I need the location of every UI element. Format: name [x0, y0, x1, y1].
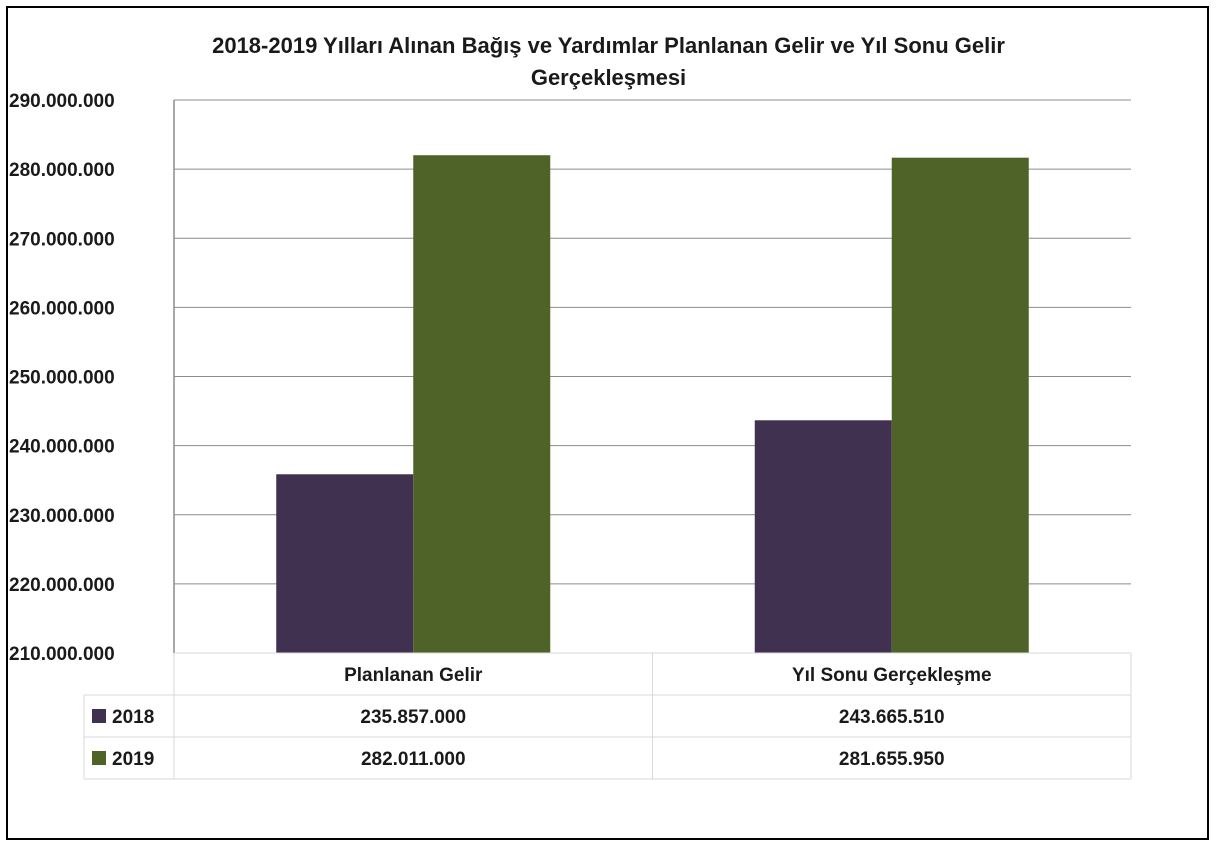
bar-2018-1 [276, 474, 414, 653]
y-tick-label: 220.000.000 [9, 575, 115, 596]
y-tick-label: 230.000.000 [9, 506, 115, 527]
category-label: Yıl Sonu Gerçekleşme [792, 665, 992, 686]
bar-2018-2 [754, 420, 892, 653]
data-label: 243.665.510 [839, 707, 945, 728]
category-label: Planlanan Gelir [344, 665, 483, 686]
y-tick-label: 270.000.000 [9, 229, 115, 250]
legend-label: 2019 [112, 749, 154, 770]
y-tick-label: 260.000.000 [9, 298, 115, 319]
data-label: 281.655.950 [839, 749, 945, 770]
data-label: 235.857.000 [360, 707, 466, 728]
y-tick-label: 210.000.000 [9, 644, 115, 665]
legend-swatch-2018 [92, 709, 106, 723]
y-tick-label: 280.000.000 [9, 160, 115, 181]
bar-2019-2 [891, 157, 1029, 653]
data-label: 282.011.000 [361, 749, 466, 770]
legend-swatch-2019 [92, 751, 106, 765]
bar-2019-1 [413, 155, 551, 653]
y-tick-label: 290.000.000 [9, 91, 115, 112]
y-tick-label: 250.000.000 [9, 368, 115, 389]
legend-label: 2018 [112, 707, 154, 728]
y-tick-label: 240.000.000 [9, 437, 115, 458]
chart-title: 2018-2019 Yılları Alınan Bağış ve Yardım… [212, 33, 1005, 90]
